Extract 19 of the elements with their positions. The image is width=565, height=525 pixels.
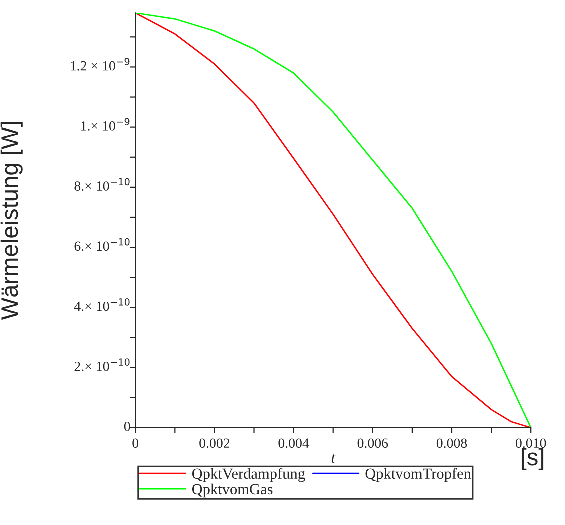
x-tick-label: 0.002 — [200, 438, 230, 448]
x-axis-title: t — [332, 454, 336, 464]
y-axis-title: Wärmeleistung [W] — [0, 122, 23, 320]
y-tick-label: 4.× 10$^{−10}$ — [74, 298, 130, 312]
x-tick-label: 0 — [132, 438, 139, 448]
y-tick-label: 8.× 10$^{−10}$ — [74, 178, 130, 192]
y-tick-label: 1.× 10$^{−9}$ — [82, 118, 130, 131]
text: [s] — [522, 448, 544, 470]
y-tick-label: 0 — [124, 422, 130, 432]
legend-label: QpktvomGas — [192, 484, 273, 498]
y-tick-label: 6.× 10$^{−10}$ — [74, 238, 130, 252]
legend-label: QpktvomTropfen — [366, 468, 472, 482]
y-tick-label: 1.2 × 10$^{−9}$ — [71, 58, 130, 71]
legend-label: QpktVerdampfung — [192, 468, 306, 482]
x-tick-label: 0.004 — [278, 438, 310, 448]
x-tick-label: 0.010 — [516, 438, 546, 448]
y-tick-label: 2.× 10$^{−10}$ — [74, 358, 130, 372]
x-tick-label: 0.008 — [436, 438, 468, 448]
x-tick-label: 0.006 — [358, 438, 388, 448]
